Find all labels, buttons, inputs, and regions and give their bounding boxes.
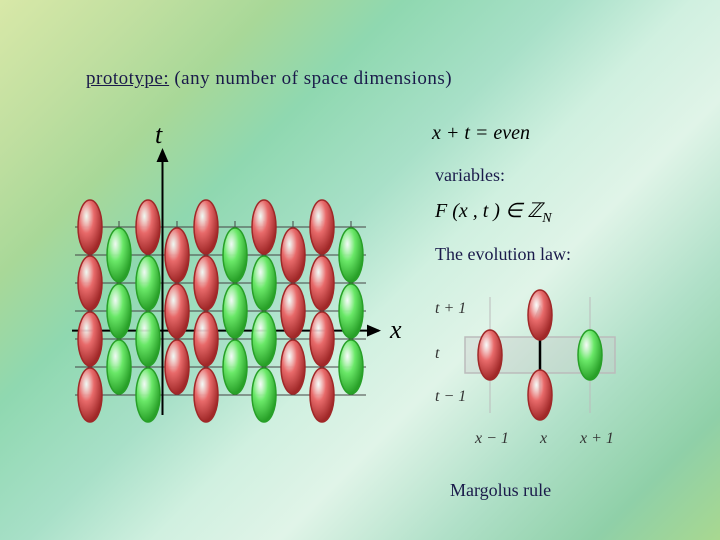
- label-t-minus: t − 1: [435, 388, 466, 406]
- label-x-plus: x + 1: [580, 430, 614, 448]
- margolus-label: Margolus rule: [450, 480, 551, 501]
- label-t-plus: t + 1: [435, 300, 466, 318]
- label-t-mid: t: [435, 345, 439, 363]
- label-x-mid: x: [540, 430, 547, 448]
- label-x-minus: x − 1: [475, 430, 509, 448]
- lattice-diagram: [0, 0, 720, 540]
